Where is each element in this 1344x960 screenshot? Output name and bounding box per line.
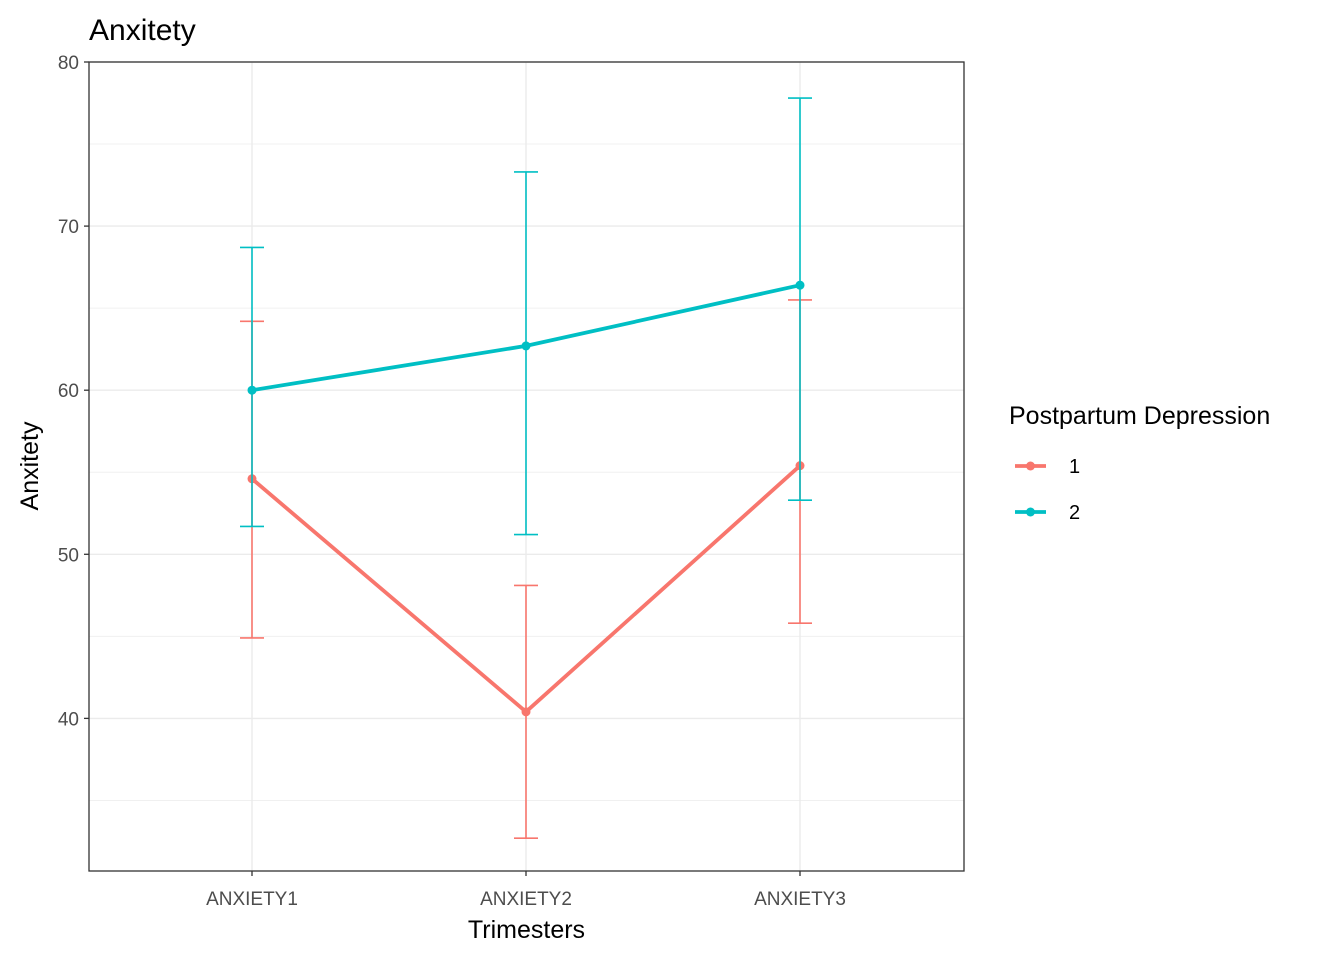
y-tick-label: 70	[58, 217, 79, 238]
legend-key-point	[1026, 507, 1035, 517]
y-tick-label: 50	[58, 545, 79, 566]
legend-title: Postpartum Depression	[1009, 402, 1270, 430]
y-tick-label: 40	[58, 709, 79, 730]
x-axis-title: Trimesters	[468, 916, 585, 944]
y-axis-title: Anxitety	[16, 421, 44, 510]
data-point	[247, 385, 257, 395]
data-point	[521, 341, 531, 351]
series-layer	[240, 97, 812, 839]
data-point	[521, 707, 531, 717]
y-tick-label: 80	[58, 53, 79, 74]
chart-title: Anxitety	[89, 14, 196, 47]
series-2	[240, 97, 812, 536]
legend-label: 1	[1069, 456, 1080, 478]
y-tick-label: 60	[58, 381, 79, 402]
legend: Postpartum Depression 12	[1009, 402, 1270, 524]
x-tick-label: ANXIETY3	[754, 889, 846, 910]
legend-item-1: 1	[1015, 456, 1080, 478]
data-point	[795, 280, 805, 290]
x-tick-label: ANXIETY2	[480, 889, 572, 910]
x-tick-label: ANXIETY1	[206, 889, 298, 910]
legend-key-point	[1026, 461, 1035, 471]
axes: 40 50 60 70 80 ANXIETY1 ANXIETY2 ANXIETY3	[58, 53, 846, 910]
legend-item-2: 2	[1015, 502, 1080, 524]
legend-items: 12	[1015, 456, 1080, 524]
legend-label: 2	[1069, 502, 1080, 524]
